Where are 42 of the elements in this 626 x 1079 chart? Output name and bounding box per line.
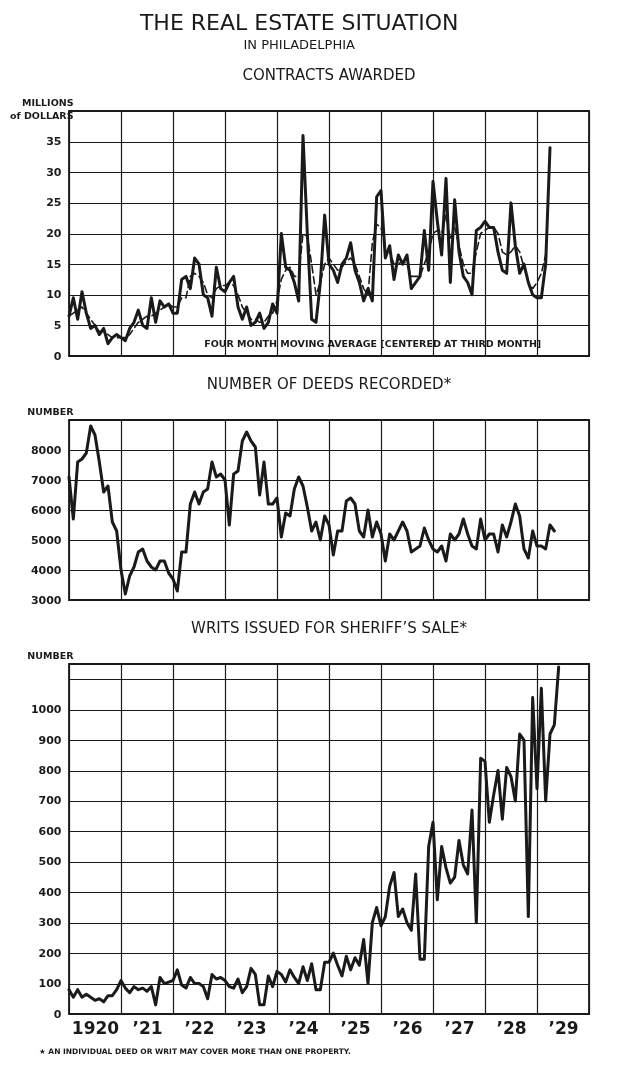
- y-tick-label: 100: [38, 977, 62, 991]
- x-tick-label: ’26: [392, 1017, 423, 1038]
- y-tick-label: 0: [53, 1007, 62, 1021]
- y-tick-label: 30: [46, 165, 62, 179]
- x-tick-label: ’25: [340, 1017, 371, 1038]
- x-tick-label: ’22: [184, 1017, 215, 1038]
- y-tick-label: 25: [46, 196, 62, 210]
- x-tick-label: ’21: [132, 1017, 163, 1038]
- y-tick-label: 500: [38, 855, 62, 869]
- y-tick-label: 15: [46, 257, 62, 271]
- y-tick-label: 6000: [30, 503, 62, 517]
- y-axis-title: NUMBER: [27, 649, 75, 661]
- chart-title: CONTRACTS AWARDED: [242, 66, 416, 84]
- y-tick-label: 900: [38, 733, 62, 747]
- text: IN PHILADELPHIA: [243, 37, 356, 53]
- x-tick-label: ’28: [496, 1017, 527, 1038]
- x-tick-label: ’29: [548, 1017, 579, 1038]
- y-tick-label: 5: [53, 318, 62, 332]
- text: THE REAL ESTATE SITUATION: [138, 10, 459, 36]
- y-tick-label: 200: [38, 946, 62, 960]
- y-tick-label: 8000: [30, 443, 62, 457]
- x-tick-label: ’27: [444, 1017, 475, 1038]
- y-axis-title: NUMBER: [27, 405, 75, 417]
- x-tick-label: ’24: [288, 1017, 319, 1038]
- y-tick-label: 0: [53, 349, 62, 363]
- chart-title: WRITS ISSUED FOR SHERIFF’S SALE*: [191, 619, 468, 637]
- y-tick-label: 600: [38, 824, 62, 838]
- y-tick-label: 700: [38, 794, 62, 808]
- x-tick-label: ’23: [236, 1017, 267, 1038]
- y-tick-label: 20: [46, 227, 62, 240]
- y-tick-label: 10: [46, 288, 62, 302]
- y-tick-label: 1000: [30, 703, 62, 717]
- y-tick-label: 800: [38, 764, 62, 778]
- y-tick-label: 35: [46, 135, 62, 149]
- chart-title: NUMBER OF DEEDS RECORDED*: [206, 375, 452, 393]
- y-tick-label: 300: [38, 916, 62, 930]
- y-tick-label: 7000: [30, 473, 62, 487]
- y-tick-label: 4000: [30, 563, 62, 577]
- y-tick-label: 3000: [30, 593, 62, 607]
- y-tick-label: 400: [38, 885, 62, 899]
- y-tick-label: 5000: [30, 533, 62, 547]
- x-tick-label: 1920: [71, 1017, 120, 1038]
